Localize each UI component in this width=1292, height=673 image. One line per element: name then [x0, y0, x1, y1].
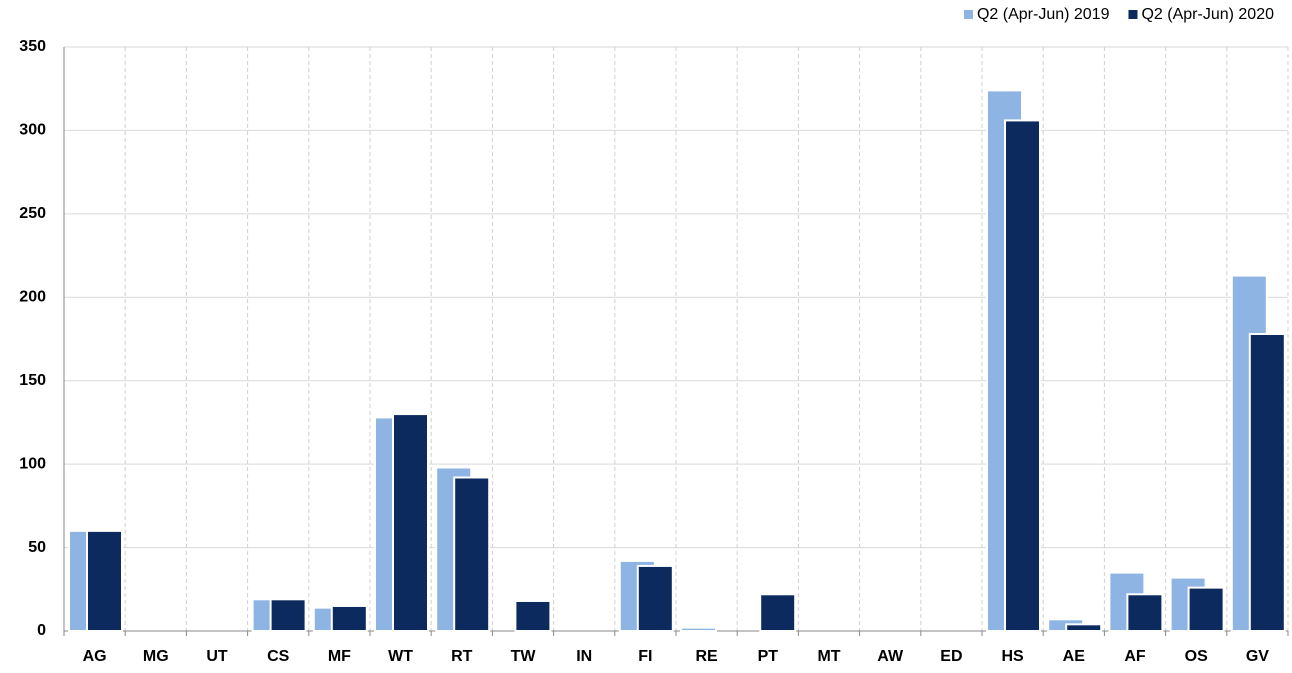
bar: [680, 626, 717, 632]
y-tick-label: 150: [19, 372, 46, 389]
bar: [392, 413, 429, 633]
x-tick-label: FI: [638, 648, 652, 665]
x-tick-label: OS: [1185, 648, 1208, 665]
x-tick-label: AG: [83, 648, 107, 665]
bar: [1126, 593, 1164, 633]
x-tick-label: AF: [1124, 648, 1146, 665]
bar: [1004, 119, 1041, 632]
bar: [1187, 586, 1225, 632]
legend-label: Q2 (Apr-Jun) 2019: [977, 6, 1110, 23]
y-tick-label: 0: [37, 622, 46, 639]
y-tick-label: 250: [19, 205, 46, 222]
x-tick-label: UT: [206, 648, 228, 665]
y-tick-label: 300: [19, 122, 46, 139]
x-tick-label: PT: [758, 648, 779, 665]
bar: [636, 564, 674, 633]
bar: [1065, 623, 1103, 633]
bar: [759, 593, 797, 633]
x-tick-label: AE: [1063, 648, 1086, 665]
bar: [514, 599, 552, 632]
x-tick-label: MT: [817, 648, 840, 665]
legend-swatch: [963, 10, 973, 19]
x-tick-label: ED: [940, 648, 962, 665]
x-tick-label: MG: [143, 648, 169, 665]
y-tick-label: 50: [28, 539, 46, 556]
x-tick-label: HS: [1001, 648, 1024, 665]
x-tick-label: TW: [511, 648, 537, 665]
x-tick-label: AW: [877, 648, 904, 665]
bar: [86, 529, 123, 633]
bar: [330, 604, 368, 633]
bar: [1248, 332, 1286, 632]
bar: [453, 476, 491, 632]
x-tick-label: RE: [695, 648, 718, 665]
x-tick-label: IN: [576, 648, 592, 665]
x-tick-label: MF: [328, 648, 351, 665]
y-tick-label: 350: [19, 38, 46, 55]
legend-swatch: [1128, 10, 1138, 19]
x-tick-label: GV: [1246, 648, 1269, 665]
y-tick-label: 200: [19, 289, 46, 306]
legend-label: Q2 (Apr-Jun) 2020: [1141, 6, 1274, 23]
x-tick-label: RT: [451, 648, 473, 665]
bar: [269, 598, 307, 632]
x-tick-label: CS: [267, 648, 290, 665]
x-tick-label: WT: [388, 648, 413, 665]
y-tick-label: 100: [19, 455, 46, 472]
